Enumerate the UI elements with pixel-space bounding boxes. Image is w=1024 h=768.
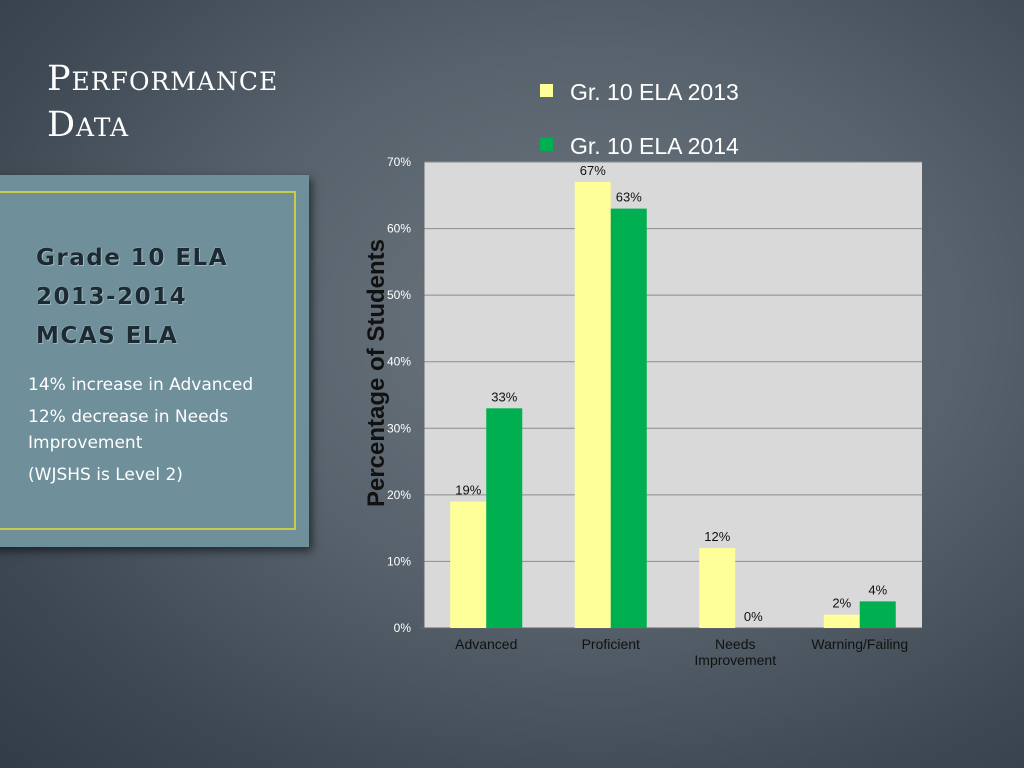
data-label: 33% [491,389,517,404]
bar-2014 [610,208,647,628]
slide-title-line: Data [47,105,130,145]
info-card: Grade 10 ELA 2013-2014 MCAS ELA 14% incr… [0,175,309,547]
slide-title: Performance Data [47,56,278,148]
legend-swatch-2013 [540,84,553,97]
y-axis-label: Percentage of Students [363,239,390,507]
x-category-label: Improvement [694,652,776,668]
y-tick-label: 40% [387,355,411,369]
data-label: 12% [704,529,730,544]
legend-swatch-2014 [540,138,553,151]
card-heading-line: 2013-2014 [36,284,188,310]
bar-2013 [574,181,611,628]
y-tick-label: 70% [387,155,411,169]
data-label: 19% [455,483,481,498]
data-label: 4% [868,582,887,597]
x-category-label: Advanced [455,636,517,652]
bar-2014 [859,601,896,628]
data-label: 2% [832,596,851,611]
y-tick-label: 30% [387,421,411,435]
card-heading-line: MCAS ELA [36,323,179,349]
x-category-label: Warning/Failing [811,636,908,652]
y-tick-label: 20% [387,488,411,502]
legend-label-2013: Gr. 10 ELA 2013 [570,79,739,105]
card-note: 12% decrease in Needs Improvement [28,407,229,453]
info-card-frame [0,191,296,530]
card-notes: 14% increase in Advanced 12% decrease in… [28,372,288,494]
legend-label-2014: Gr. 10 ELA 2014 [570,133,739,159]
data-label: 0% [744,609,763,624]
bar-2013 [823,614,860,628]
data-label: 63% [616,190,642,205]
y-tick-label: 0% [394,621,412,635]
bar-2013 [699,548,736,628]
card-heading: Grade 10 ELA 2013-2014 MCAS ELA [36,239,228,356]
bar-2014 [486,408,523,628]
slide-title-line: Performance [47,59,279,99]
x-category-label: Needs [715,636,755,652]
card-heading-line: Grade 10 ELA [36,245,228,271]
bar-2013 [450,501,487,628]
x-category-label: Proficient [582,636,640,652]
y-tick-label: 60% [387,222,411,236]
card-note: 14% increase in Advanced [28,375,254,395]
card-note: (WJSHS is Level 2) [28,465,183,485]
data-label: 67% [580,163,606,178]
y-tick-label: 50% [387,288,411,302]
y-tick-label: 10% [387,554,411,568]
